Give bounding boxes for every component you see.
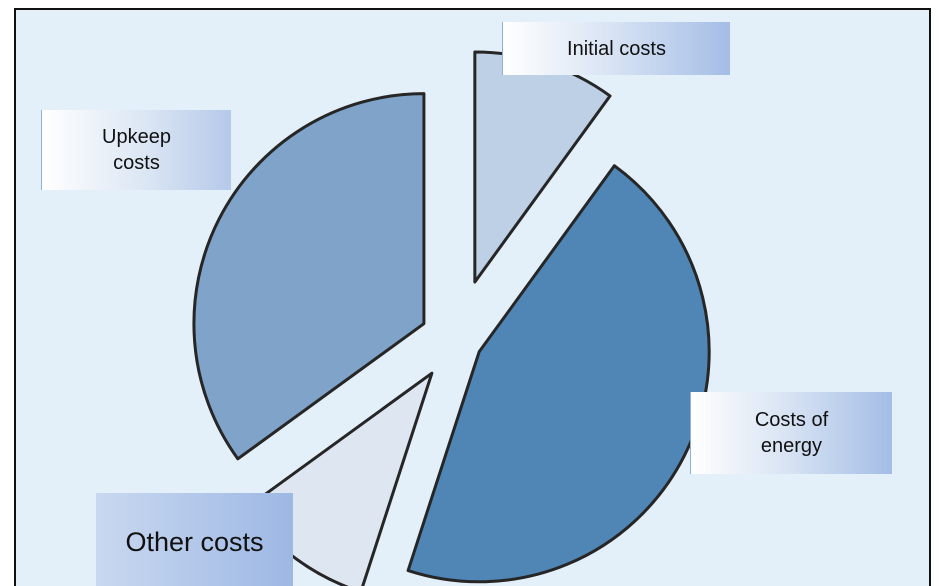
pie-slice-costs-of-energy xyxy=(406,164,711,584)
label-initial-costs: Initial costs xyxy=(502,22,730,75)
label-upkeep-costs: Upkeep costs xyxy=(41,110,231,190)
label-costs-of-energy: Costs of energy xyxy=(690,392,892,474)
label-other-costs: Other costs xyxy=(96,493,293,586)
chart-frame: Initial costs Upkeep costs Costs of ener… xyxy=(14,8,931,586)
pie-slice-upkeep-costs xyxy=(192,92,426,461)
